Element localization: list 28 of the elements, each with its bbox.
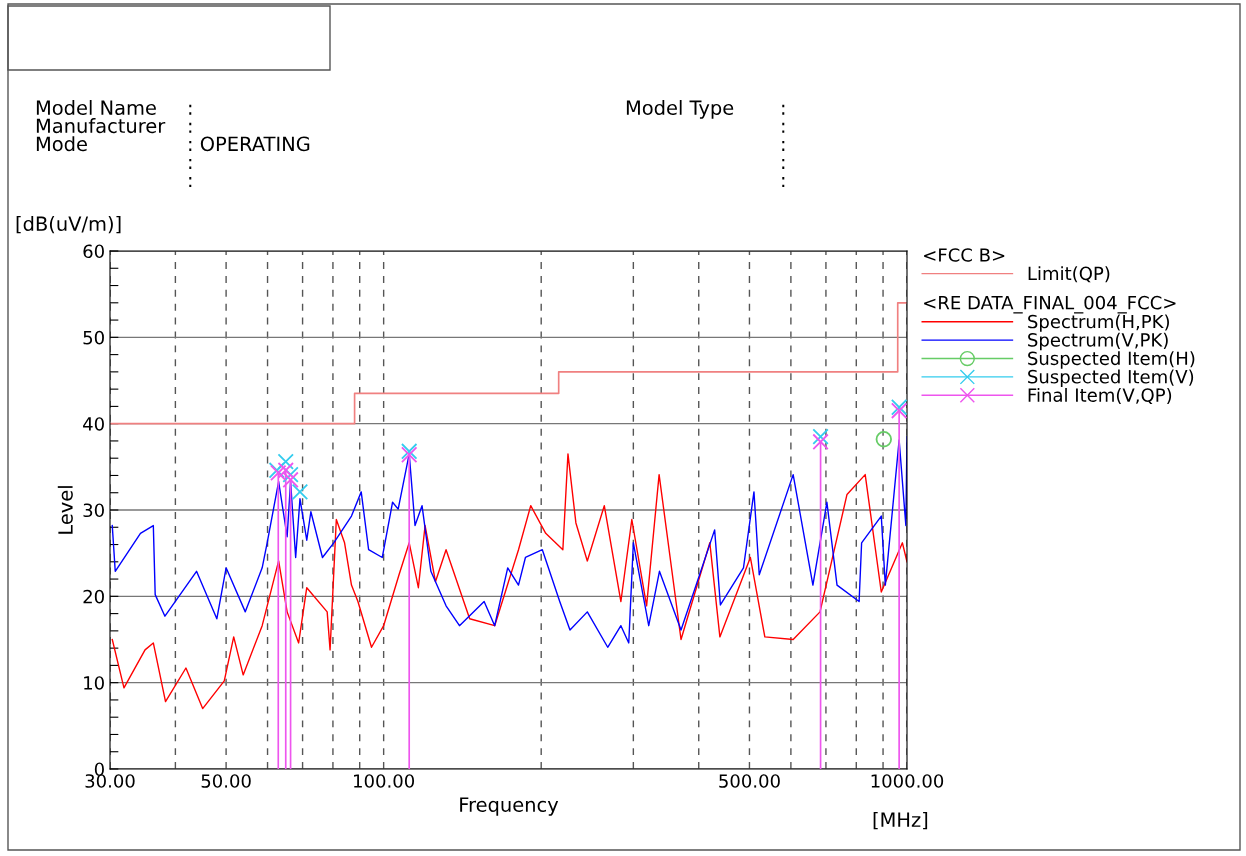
text: Model Name Manufacturer Mode: [36, 100, 166, 152]
legend-label: Suspected Item(H): [1028, 351, 1195, 369]
x-tick-label: 50.00: [201, 774, 251, 788]
y-tick-label: 60: [83, 244, 104, 259]
y-tick-label: 20: [83, 589, 104, 604]
text: [MHz]: [873, 812, 928, 830]
legend-label: Spectrum(H,PK): [1028, 314, 1169, 332]
text: : : : : :: [782, 104, 785, 188]
text: [dB(uV/m)]: [16, 216, 121, 234]
y-tick-label: 30: [83, 503, 104, 518]
y-axis-title: Level: [57, 486, 73, 534]
legend-label: Final Item(V,QP): [1028, 387, 1172, 405]
legend-label: Limit(QP): [1028, 266, 1110, 283]
legend-label: Spectrum(V,PK): [1028, 332, 1168, 351]
y-tick-label: 50: [83, 330, 104, 345]
text: <RE DATA_FINAL_004_FCC>: [924, 295, 1176, 314]
y-tick-label: 0: [94, 762, 104, 777]
x-axis-title: Frequency: [460, 797, 559, 816]
y-tick-label: 40: [83, 417, 104, 431]
legend-label: Suspected Item(V): [1028, 369, 1194, 387]
y-tick-label: 10: [84, 676, 104, 690]
x-tick-label: 500.00: [719, 774, 780, 788]
text: Model Type: [626, 100, 734, 119]
x-tick-label: 1000.00: [871, 774, 944, 788]
x-tick-label: 30.00: [85, 774, 135, 788]
x-tick-label: 100.00: [354, 774, 415, 788]
text: : : : OPERATING : :: [189, 104, 310, 188]
legend-title: <FCC B>: [924, 248, 1005, 262]
